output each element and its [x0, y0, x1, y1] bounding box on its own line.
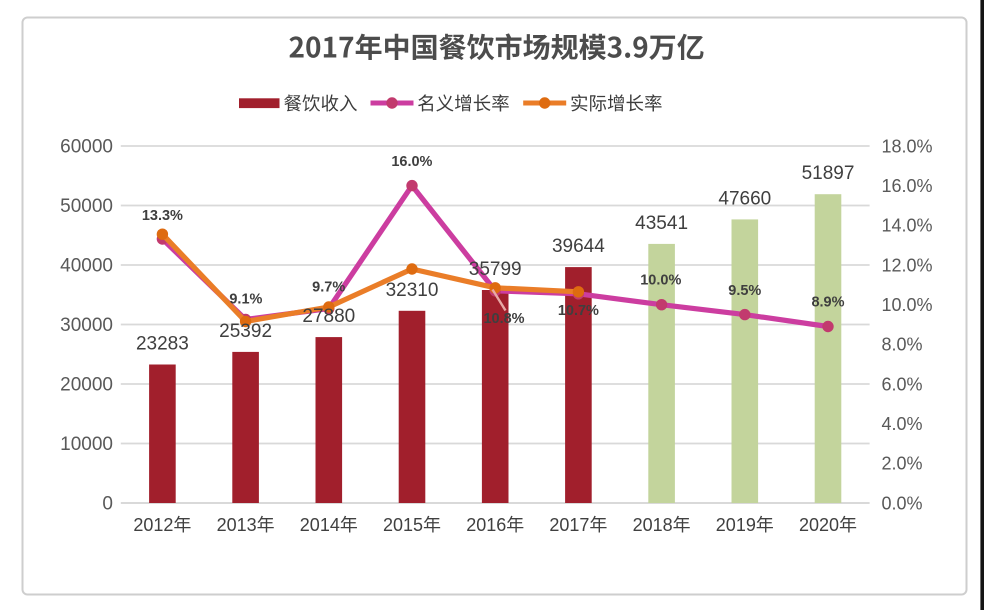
svg-text:2013: 2013 — [217, 515, 257, 535]
svg-text:9.7%: 9.7% — [312, 280, 345, 296]
svg-text:50000: 50000 — [60, 196, 113, 217]
svg-text:14.0%: 14.0% — [882, 216, 933, 236]
svg-text:18.0%: 18.0% — [882, 136, 933, 156]
svg-text:20000: 20000 — [60, 374, 113, 395]
svg-text:9.1%: 9.1% — [229, 292, 262, 308]
svg-text:8.0%: 8.0% — [882, 335, 923, 355]
svg-text:4.0%: 4.0% — [882, 414, 923, 434]
svg-text:0: 0 — [102, 493, 113, 514]
svg-text:2012: 2012 — [133, 515, 173, 535]
svg-text:23283: 23283 — [136, 334, 189, 355]
svg-text:2017: 2017 — [549, 515, 589, 535]
svg-text:2014: 2014 — [300, 515, 340, 535]
svg-text:39644: 39644 — [552, 236, 605, 257]
svg-text:10.0%: 10.0% — [640, 273, 681, 289]
svg-text:35799: 35799 — [469, 259, 522, 280]
svg-text:43541: 43541 — [635, 213, 688, 234]
svg-text:2015: 2015 — [383, 515, 423, 535]
svg-text:47660: 47660 — [718, 188, 771, 209]
svg-text:2020: 2020 — [799, 515, 839, 535]
svg-text:16.0%: 16.0% — [882, 176, 933, 196]
svg-text:2.0%: 2.0% — [882, 454, 923, 474]
svg-text:2016: 2016 — [466, 515, 506, 535]
svg-text:8.9%: 8.9% — [811, 295, 844, 311]
svg-text:10000: 10000 — [60, 434, 113, 455]
svg-text:40000: 40000 — [60, 255, 113, 276]
svg-text:10.0%: 10.0% — [882, 295, 933, 315]
svg-text:12.0%: 12.0% — [882, 255, 933, 275]
svg-text:27880: 27880 — [302, 306, 355, 327]
svg-text:0.0%: 0.0% — [882, 493, 923, 513]
svg-text:30000: 30000 — [60, 315, 113, 336]
svg-text:9.5%: 9.5% — [728, 283, 761, 299]
svg-text:16.0%: 16.0% — [391, 154, 432, 170]
svg-text:2019: 2019 — [716, 515, 756, 535]
svg-text:10.8%: 10.8% — [483, 311, 524, 327]
svg-text:10.7%: 10.7% — [558, 303, 599, 319]
svg-text:60000: 60000 — [60, 136, 113, 157]
svg-text:32310: 32310 — [386, 280, 439, 301]
svg-text:51897: 51897 — [802, 163, 855, 184]
svg-text:6.0%: 6.0% — [882, 374, 923, 394]
svg-text:13.3%: 13.3% — [142, 208, 183, 224]
svg-text:25392: 25392 — [219, 321, 272, 342]
svg-text:2018: 2018 — [633, 515, 673, 535]
